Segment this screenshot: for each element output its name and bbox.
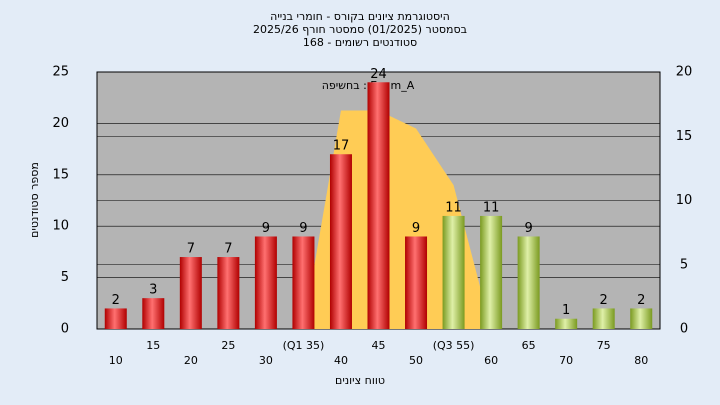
y-tick-label: 0	[61, 322, 69, 337]
x-axis-label: טווח ציונים	[335, 374, 385, 387]
y-tick-label: 10	[52, 219, 69, 234]
bar	[179, 257, 202, 329]
x-tick-label: 20	[184, 354, 198, 367]
bar	[329, 154, 352, 329]
bar	[367, 82, 390, 329]
bar	[104, 308, 127, 329]
x-tick-label: 80	[634, 354, 648, 367]
x-tick-label: 10	[109, 354, 123, 367]
data-label: 9	[524, 221, 532, 236]
y-tick-label: 5	[61, 270, 69, 285]
bar	[480, 215, 503, 329]
bar	[142, 298, 165, 329]
y2-tick-label: 20	[676, 65, 693, 80]
chart-subtitle: בסמסטר (01/2025) סמסטר חורף 2025/26	[253, 23, 467, 36]
data-label: 24	[370, 67, 387, 82]
y2-tick-label: 15	[676, 129, 693, 144]
data-label: 1	[562, 303, 570, 318]
bar	[517, 236, 540, 329]
y-tick-label: 15	[52, 167, 69, 182]
x-tick-label: 65	[522, 339, 536, 352]
y-axis-label: מספר סטודנטים	[28, 162, 41, 238]
x-tick-label: 70	[559, 354, 573, 367]
data-label: 3	[149, 283, 157, 298]
bar	[292, 236, 315, 329]
x-tick-label: 25	[221, 339, 235, 352]
bar	[217, 257, 240, 329]
data-label: 2	[600, 293, 608, 308]
data-label: 9	[299, 221, 307, 236]
y2-tick-label: 10	[676, 193, 693, 208]
y-tick-label: 20	[52, 116, 69, 131]
y2-tick-label: 5	[680, 257, 688, 272]
data-label: 11	[483, 200, 500, 215]
bar	[592, 308, 615, 329]
data-label: 17	[333, 139, 350, 154]
x-tick-label: 50	[409, 354, 423, 367]
chart-subtitle: סטודנטים רשומים - 168	[303, 36, 417, 49]
data-label: 9	[412, 221, 420, 236]
chart-title: היסטוגרמת ציונים בקורס - חומרי בנייה	[270, 10, 450, 23]
data-label: 2	[637, 293, 645, 308]
x-tick-label: (Q1 35)	[283, 339, 325, 352]
x-tick-label: 45	[372, 339, 386, 352]
data-label: 2	[112, 293, 120, 308]
x-tick-label: 60	[484, 354, 498, 367]
x-tick-label: 15	[146, 339, 160, 352]
y2-tick-label: 0	[680, 322, 688, 337]
bar	[442, 215, 465, 329]
data-label: 11	[445, 200, 462, 215]
x-tick-label: 30	[259, 354, 273, 367]
bar	[555, 318, 578, 329]
x-tick-label: 75	[597, 339, 611, 352]
bar	[630, 308, 653, 329]
bar	[405, 236, 428, 329]
x-tick-label: (Q3 55)	[433, 339, 475, 352]
data-label: 7	[187, 242, 195, 257]
data-label: 9	[262, 221, 270, 236]
x-tick-label: 40	[334, 354, 348, 367]
data-label: 7	[224, 242, 232, 257]
bar	[254, 236, 277, 329]
y-tick-label: 25	[52, 65, 69, 80]
